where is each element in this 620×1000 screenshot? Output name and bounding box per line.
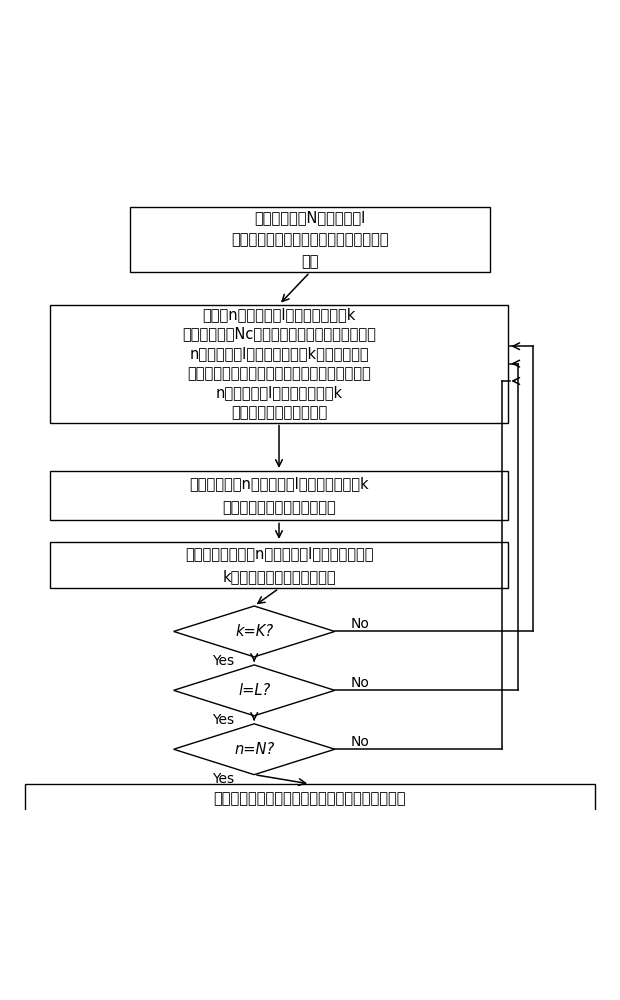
- FancyBboxPatch shape: [50, 542, 508, 588]
- Text: n个阵元中第l个距离单元、第k个多普勒单元: n个阵元中第l个距离单元、第k个多普勒单元: [189, 346, 369, 361]
- Text: 个多普勒单元的加权系数: 个多普勒单元的加权系数: [231, 405, 327, 420]
- Text: 计算机载雷达N个阵元在第l: 计算机载雷达N个阵元在第l: [254, 210, 366, 225]
- Text: 计算杂波抑制后第n个阵元中第l个距离单元、第: 计算杂波抑制后第n个阵元中第l个距离单元、第: [185, 546, 373, 561]
- Text: n=N?: n=N?: [234, 742, 274, 757]
- Text: 个多普勒通道处的协方差矩阵: 个多普勒通道处的协方差矩阵: [222, 501, 336, 516]
- Text: Yes: Yes: [212, 772, 234, 786]
- Text: k个多普勒通道处的输出数据: k个多普勒通道处的输出数据: [222, 569, 336, 584]
- Text: No: No: [350, 676, 369, 690]
- Text: k=K?: k=K?: [235, 624, 273, 639]
- Text: No: No: [350, 617, 369, 631]
- FancyBboxPatch shape: [25, 784, 595, 814]
- Polygon shape: [174, 606, 335, 657]
- FancyBboxPatch shape: [50, 471, 508, 520]
- FancyBboxPatch shape: [130, 207, 490, 272]
- Text: l=L?: l=L?: [238, 683, 270, 698]
- Text: 个距离单元处的多普勒域数据矢量，并初: 个距离单元处的多普勒域数据矢量，并初: [231, 232, 389, 247]
- Text: 个多普勒单元Nc个杂波块的先验协方差矩阵和第: 个多普勒单元Nc个杂波块的先验协方差矩阵和第: [182, 327, 376, 342]
- Text: n个阵元中第l个距离单元、第k: n个阵元中第l个距离单元、第k: [215, 386, 343, 401]
- Text: 个训练样本的先验协方差矩阵，进而计算得到第: 个训练样本的先验协方差矩阵，进而计算得到第: [187, 366, 371, 381]
- FancyBboxPatch shape: [50, 305, 508, 422]
- Text: 计算杂波抑制后机载雷达的最终多普勒谱输出数据: 计算杂波抑制后机载雷达的最终多普勒谱输出数据: [214, 791, 406, 806]
- Text: 计算第n个阵元中第l个距离单元、第k: 计算第n个阵元中第l个距离单元、第k: [202, 307, 356, 322]
- Text: Yes: Yes: [212, 713, 234, 727]
- Text: No: No: [350, 735, 369, 749]
- Text: 计算加权后第n个阵元中第l个距离单元、第k: 计算加权后第n个阵元中第l个距离单元、第k: [189, 476, 369, 491]
- Text: Yes: Yes: [212, 654, 234, 668]
- Polygon shape: [174, 665, 335, 716]
- Polygon shape: [174, 724, 335, 775]
- Text: 始化: 始化: [301, 254, 319, 269]
